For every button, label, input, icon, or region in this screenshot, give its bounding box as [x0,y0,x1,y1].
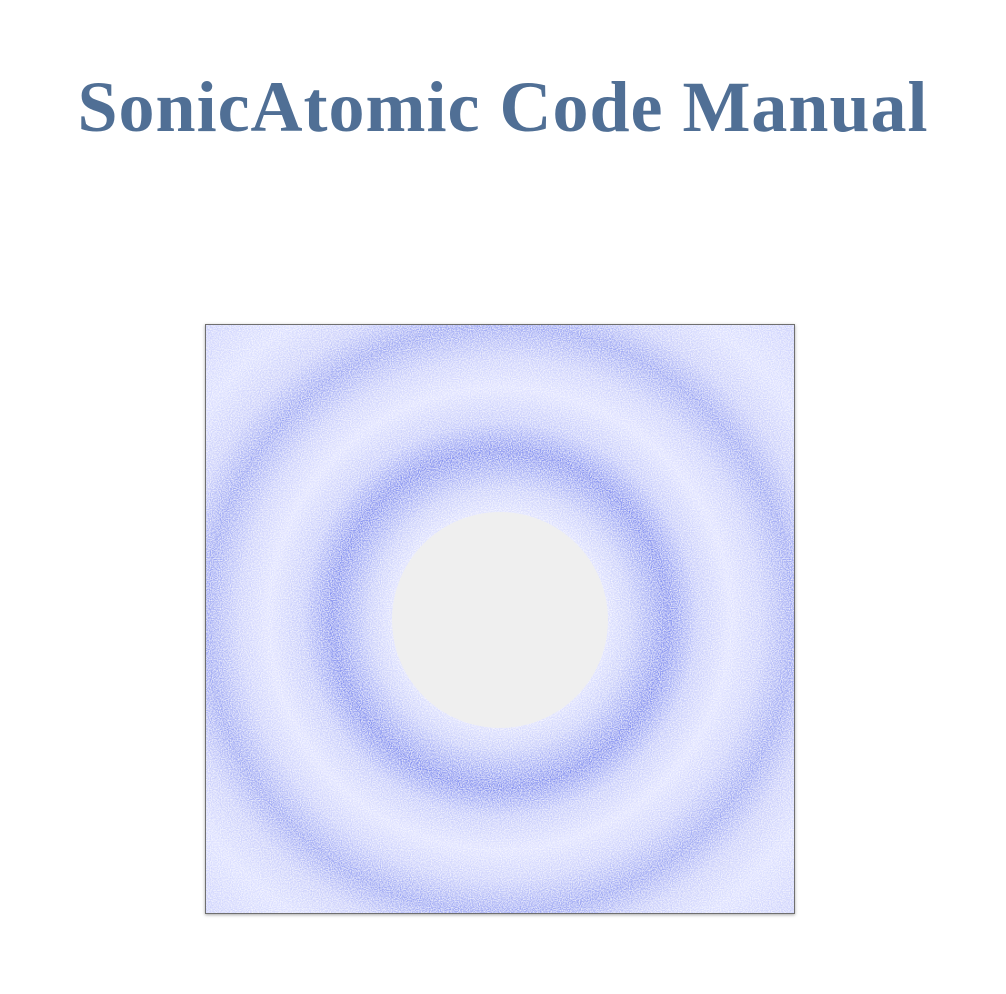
acoustic-wave-simulation-image [206,325,794,913]
cover-illustration [205,324,795,914]
document-title: SonicAtomic Code Manual [77,67,929,148]
center-disk [392,512,608,728]
